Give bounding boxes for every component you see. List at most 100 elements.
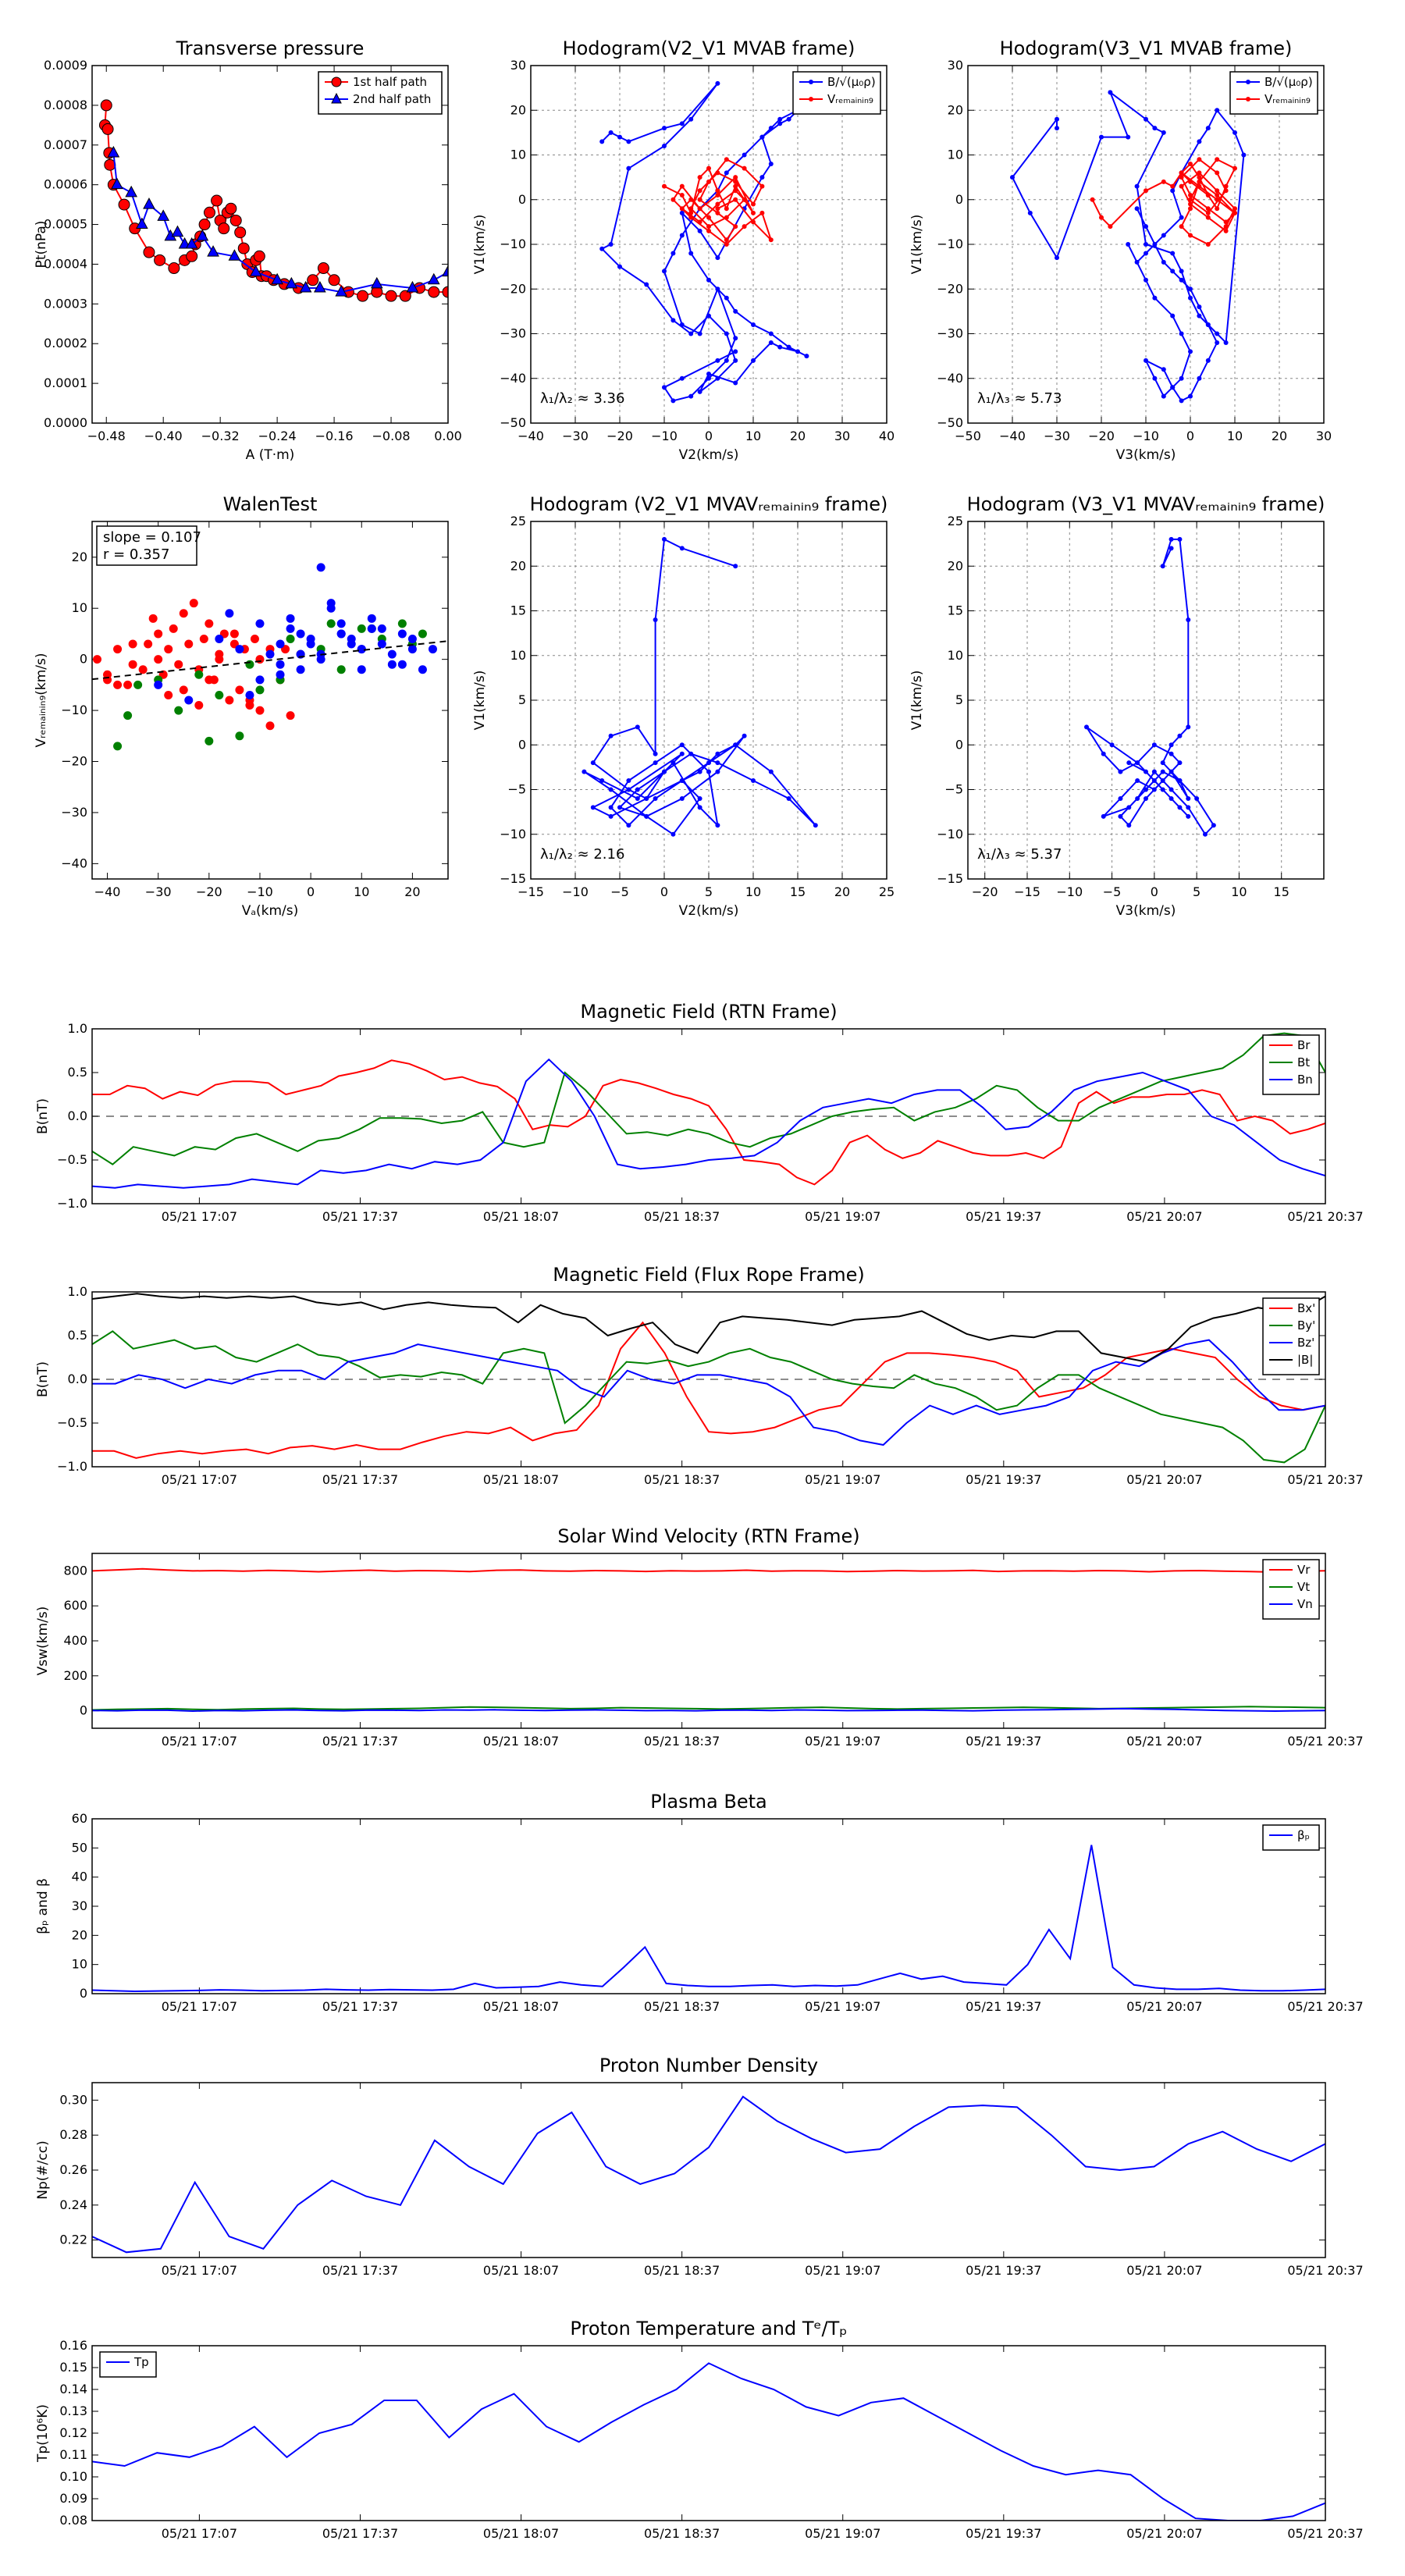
- data-point: [742, 224, 747, 229]
- y-axis-label: Vsw(km/s): [35, 1606, 51, 1676]
- y-axis-label: V1(km/s): [909, 671, 925, 731]
- data-point: [205, 736, 214, 745]
- data-point: [715, 823, 720, 828]
- data-point: [733, 380, 738, 386]
- x-tick-label: −0.32: [201, 429, 240, 443]
- data-point: [1170, 269, 1176, 274]
- data-point: [697, 197, 702, 202]
- x-tick-label: 05/21 18:37: [644, 1734, 720, 1749]
- data-point: [174, 706, 183, 715]
- data-point: [1151, 778, 1157, 784]
- data-point: [397, 619, 407, 628]
- y-tick-label: 15: [948, 603, 963, 618]
- data-point: [286, 614, 295, 623]
- legend: B/√(μ₀ρ) Vᵣₑₘₐᵢₙᵢₙ₉: [1229, 71, 1318, 115]
- x-tick-label: 20: [404, 884, 420, 899]
- data-point: [759, 175, 765, 180]
- y-axis-label: V1(km/s): [472, 215, 488, 275]
- y-tick-label: 25: [510, 514, 526, 528]
- data-point: [733, 358, 738, 363]
- data-point: [777, 344, 783, 350]
- data-point: [198, 219, 211, 231]
- x-tick-label: 05/21 19:07: [805, 1472, 880, 1487]
- data-point: [255, 655, 265, 664]
- data-point: [285, 276, 298, 289]
- data-point: [1232, 206, 1237, 212]
- data-point: [742, 197, 747, 202]
- x-tick-label: 20: [790, 429, 806, 443]
- data-point: [128, 639, 137, 649]
- data-point: [1197, 183, 1202, 189]
- data-point: [1160, 787, 1165, 792]
- data-point: [1215, 170, 1220, 176]
- legend-label: Bz': [1297, 1336, 1314, 1350]
- plot-frame: [91, 65, 449, 424]
- x-tick-label: 05/21 19:37: [966, 1999, 1041, 2014]
- data-point: [706, 313, 711, 318]
- data-point: [1161, 393, 1166, 399]
- y-tick-label: 0.0008: [44, 98, 87, 112]
- data-point: [724, 358, 729, 363]
- data-point: [1179, 375, 1184, 381]
- x-tick-label: 05/21 19:07: [805, 2263, 880, 2278]
- data-point: [377, 639, 386, 649]
- data-point: [608, 733, 614, 738]
- series-line-0: [92, 2362, 1325, 2521]
- data-point: [250, 634, 259, 643]
- data-point: [715, 193, 720, 198]
- y-tick-label: 600: [63, 1598, 87, 1613]
- y-tick-label: 0.12: [59, 2425, 87, 2440]
- panel-ts_v: Solar Wind Velocity (RTN Frame) 05/21 17:…: [35, 1525, 1364, 1749]
- data-point: [679, 210, 685, 215]
- data-point: [1205, 193, 1211, 198]
- data-point: [662, 536, 667, 542]
- legend-label: Vn: [1297, 1597, 1313, 1611]
- panel-title: Proton Temperature and Tᵉ/Tₚ: [570, 2318, 847, 2339]
- x-tick-label: 05/21 18:37: [644, 1472, 720, 1487]
- legend: Vr Vt Vn: [1262, 1559, 1320, 1620]
- data-point: [307, 274, 319, 286]
- data-point: [1055, 126, 1059, 131]
- legend-frame: [792, 71, 881, 115]
- data-point: [1205, 215, 1211, 220]
- y-axis-label: B(nT): [35, 1098, 51, 1134]
- data-point: [367, 614, 376, 623]
- legend-frame: [1262, 1297, 1320, 1375]
- data-point: [1188, 193, 1193, 198]
- data-point: [1055, 255, 1059, 261]
- series-line-1: [92, 1330, 1325, 1464]
- data-point: [164, 690, 173, 699]
- data-point: [125, 185, 137, 197]
- x-tick-label: 05/21 18:07: [483, 1209, 559, 1224]
- series-line-0: [92, 1845, 1325, 1993]
- data-point: [255, 685, 265, 695]
- data-point: [1203, 831, 1208, 837]
- x-tick-label: −30: [562, 429, 589, 443]
- data-point: [387, 660, 397, 669]
- data-point: [688, 215, 694, 220]
- data-point: [107, 145, 120, 158]
- panel-title: Hodogram(V2_V1 MVAB frame): [563, 37, 855, 59]
- legend-marker: [809, 97, 813, 101]
- data-point: [679, 193, 685, 198]
- data-point: [168, 262, 180, 275]
- data-point: [1197, 139, 1202, 144]
- data-point: [733, 188, 738, 194]
- y-tick-label: 0.0001: [44, 375, 87, 390]
- y-tick-label: 0: [955, 192, 963, 207]
- data-point: [768, 331, 774, 336]
- x-tick-label: 30: [834, 429, 850, 443]
- data-point: [733, 224, 738, 229]
- data-point: [733, 308, 738, 314]
- x-tick-label: −5: [610, 884, 629, 899]
- x-tick-label: −20: [606, 429, 633, 443]
- x-tick-label: 05/21 20:07: [1126, 1472, 1202, 1487]
- data-point: [679, 206, 685, 212]
- data-point: [385, 290, 397, 302]
- data-point: [697, 769, 702, 774]
- y-tick-label: 50: [72, 1840, 87, 1855]
- data-point: [724, 215, 729, 220]
- data-point: [635, 795, 640, 801]
- data-layer: [1010, 90, 1247, 404]
- y-tick-label: 0.0009: [44, 58, 87, 73]
